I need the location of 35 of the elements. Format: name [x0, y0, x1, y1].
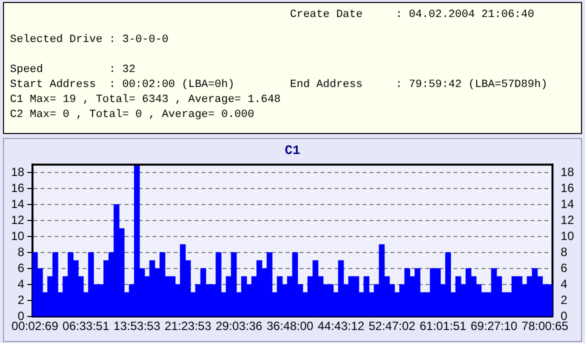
y2-tick-label: 8	[560, 244, 568, 259]
y-tick-label: 14	[10, 196, 25, 211]
y-tick-label: 16	[10, 180, 25, 195]
y2-tick-label: 6	[560, 260, 568, 275]
y-tick-label: 18	[10, 164, 25, 179]
y2-tick-label: 16	[560, 180, 574, 195]
x-tick-label: 21:23:53	[164, 319, 212, 334]
y2-tick-label: 14	[560, 196, 574, 211]
x-tick-label: 52:47:02	[368, 319, 416, 334]
y2-tick-label: 10	[560, 228, 574, 243]
y-tick-label: 2	[18, 292, 25, 307]
x-tick-label: 69:27:10	[470, 319, 518, 334]
x-tick-label: 61:01:51	[420, 319, 467, 334]
chart-title: C1	[284, 143, 300, 158]
x-tick-label: 06:33:51	[62, 319, 110, 334]
y2-tick-label: 2	[560, 292, 568, 307]
y2-tick-label: 4	[560, 276, 568, 291]
text: Speed : 32	[10, 64, 136, 76]
y-tick-label: 12	[10, 212, 25, 227]
y2-tick-label: 12	[560, 212, 574, 227]
x-tick-label: 13:53:53	[114, 319, 161, 334]
text: Start Address : 00:02:00 (LBA=0h)	[10, 79, 234, 91]
x-tick-label: 44:43:12	[318, 319, 365, 334]
y-tick-label: 4	[18, 276, 25, 291]
text: Selected Drive : 3-0-0-0	[10, 34, 168, 46]
text: C2 Max= 0 , Total= 0 , Average= 0.000	[10, 109, 254, 121]
y-tick-label: 10	[10, 228, 25, 243]
text: End Address : 79:59:42 (LBA=57D89h)	[290, 79, 548, 91]
x-tick-label: 36:48:00	[266, 319, 314, 334]
text: Create Date : 04.02.2004 21:06:40	[290, 9, 534, 21]
y2-tick-label: 18	[560, 164, 574, 179]
x-tick-label: 29:03:36	[216, 319, 263, 334]
y-tick-label: 8	[18, 244, 25, 259]
y-tick-label: 6	[18, 260, 25, 275]
text: C1 Max= 19 , Total= 6343 , Average= 1.648	[10, 94, 281, 106]
